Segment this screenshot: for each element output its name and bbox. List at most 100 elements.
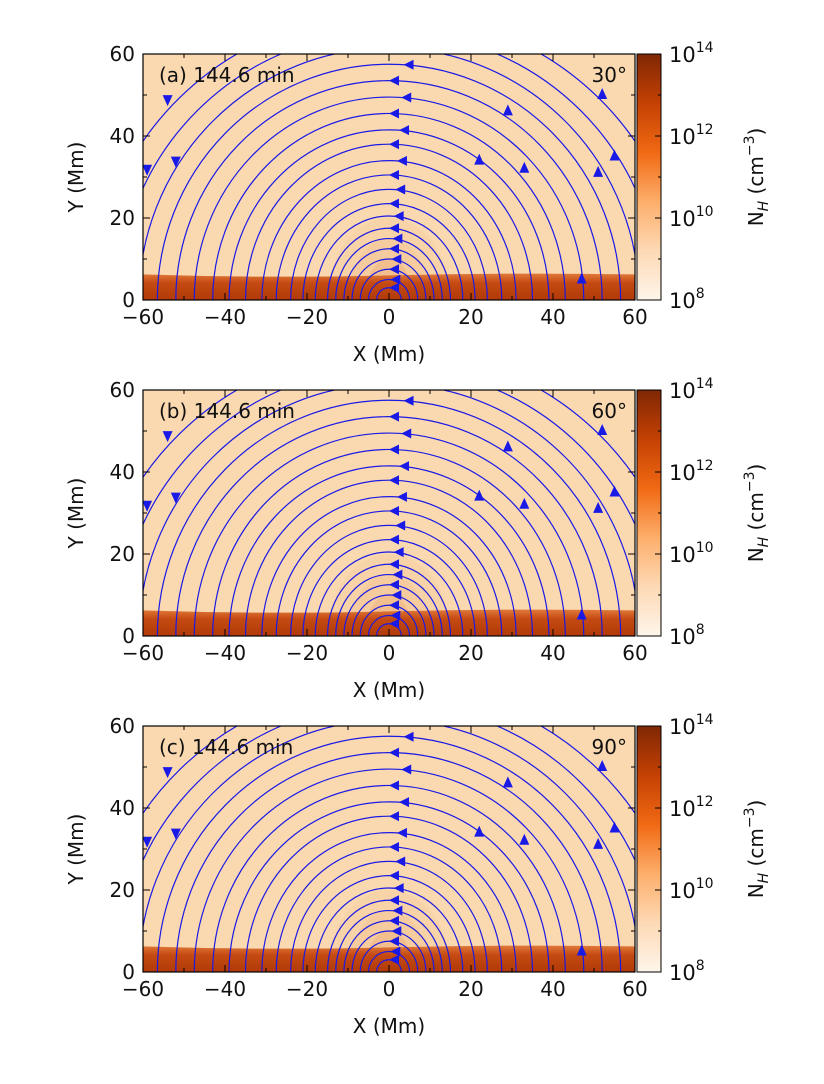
streamline-arrow: [389, 108, 399, 119]
streamline: [143, 726, 635, 931]
panel-1: −60 −40 −20 0 20 40 60 0 20 40 60 X (Mm) Y (Mm) (a) 1…: [64, 27, 772, 366]
streamline-arrow: [162, 431, 173, 443]
streamline-arrow: [389, 43, 399, 53]
streamline-arrow: [502, 104, 513, 116]
streamline-arrow: [390, 274, 401, 285]
colorbar-label: NH (cm−3): [742, 128, 772, 227]
colorbar-tick-label: 1014: [669, 376, 714, 403]
streamline-arrow: [609, 485, 620, 497]
y-axis-label: Y (Mm): [64, 478, 88, 550]
panel-3: −60 −40 −20 0 20 40 60 0 20 40 60 X (Mm) Y (Mm) (c) 1…: [64, 712, 772, 1038]
x-tick-label: −60: [122, 977, 164, 1001]
streamline-arrow: [576, 608, 587, 620]
streamline-arrow: [406, 27, 416, 37]
panel-label: (c) 144.6 min: [159, 735, 293, 759]
streamline-arrow: [502, 776, 513, 788]
streamline-arrow: [389, 747, 399, 758]
y-tick-label: 40: [110, 796, 135, 820]
y-tick-label: 20: [110, 206, 135, 230]
x-tick-label: −40: [204, 641, 246, 665]
streamline: [351, 594, 427, 636]
streamline: [193, 96, 585, 300]
streamline-arrow: [389, 715, 399, 725]
streamline-arrow: [391, 254, 402, 265]
x-tick-label: −20: [286, 977, 328, 1001]
streamline-arrow: [389, 870, 399, 881]
streamline-arrow: [403, 59, 414, 70]
streamline-arrow: [502, 440, 513, 452]
streamline-arrow: [170, 828, 181, 840]
colorbar-tick-label: 1012: [669, 122, 714, 149]
colorbar: [636, 725, 662, 973]
streamline-arrow: [389, 600, 399, 611]
streamline-arrow: [389, 841, 399, 852]
streamline: [314, 887, 464, 972]
streamline-arrow: [399, 125, 410, 136]
angle-label: 90°: [592, 735, 627, 759]
streamline-arrow: [474, 825, 485, 837]
streamline: [290, 524, 488, 636]
streamline-arrow: [609, 821, 620, 833]
streamline-arrow: [389, 444, 399, 455]
x-tick-label: 20: [458, 641, 483, 665]
streamline-arrow: [519, 833, 530, 845]
panel-label: (b) 144.6 min: [159, 399, 295, 423]
x-tick-label: −20: [286, 641, 328, 665]
streamline-arrow: [392, 233, 403, 244]
streamline: [343, 584, 435, 636]
x-tick-label: 60: [622, 305, 647, 329]
streamline: [261, 496, 517, 636]
x-tick-label: 40: [540, 977, 565, 1001]
x-tick-label: 40: [540, 305, 565, 329]
streamline: [228, 465, 550, 636]
x-tick-label: −40: [204, 977, 246, 1001]
streamline-arrow: [593, 501, 604, 513]
streamline-arrow: [399, 797, 410, 808]
y-axis-label: Y (Mm): [64, 814, 88, 886]
streamline-arrow: [396, 491, 407, 502]
colorbar-label: NH (cm−3): [742, 800, 772, 899]
streamline: [290, 860, 488, 972]
streamline-arrow: [162, 767, 173, 779]
streamline: [156, 399, 622, 636]
streamline: [351, 930, 427, 972]
panel-2: −60 −40 −20 0 20 40 60 0 20 40 60 X (Mm) Y (Mm) (b) 1…: [64, 376, 772, 702]
streamline: [335, 237, 443, 300]
streamline-arrow: [389, 559, 399, 570]
streamline-arrow: [391, 590, 402, 601]
x-tick-label: 20: [458, 305, 483, 329]
streamline-arrow: [401, 428, 412, 439]
streamline-arrow: [389, 169, 399, 180]
streamline-arrow: [474, 153, 485, 165]
streamline-arrow: [593, 165, 604, 177]
x-tick-label: 20: [458, 977, 483, 1001]
streamline-arrow: [401, 764, 412, 775]
streamline-arrow: [389, 411, 399, 422]
y-tick-label: 0: [122, 960, 135, 984]
streamline-arrow: [389, 895, 399, 906]
streamline-arrow: [576, 272, 587, 284]
streamline: [359, 940, 419, 972]
colorbar-tick-label: 1012: [669, 794, 714, 821]
x-tick-label: 60: [622, 641, 647, 665]
streamline-arrow: [389, 282, 399, 293]
streamline-arrow: [597, 88, 608, 99]
x-axis-label: X (Mm): [353, 678, 425, 702]
streamline-arrow: [392, 905, 403, 916]
streamline-arrow: [389, 75, 399, 86]
y-tick-label: 0: [122, 288, 135, 312]
x-tick-label: 40: [540, 641, 565, 665]
y-tick-label: 20: [110, 878, 135, 902]
chromosphere-band: [143, 609, 635, 636]
y-tick-label: 0: [122, 624, 135, 648]
streamline-arrow: [170, 492, 181, 504]
colorbar: [636, 389, 662, 637]
streamline-arrow: [389, 780, 399, 791]
streamline-arrow: [143, 836, 153, 848]
streamline-arrow: [389, 223, 399, 234]
colorbar-tick-label: 1014: [669, 40, 714, 67]
colorbar-tick-label: 1010: [669, 540, 714, 567]
streamline-arrow: [593, 837, 604, 849]
streamline: [143, 390, 635, 595]
